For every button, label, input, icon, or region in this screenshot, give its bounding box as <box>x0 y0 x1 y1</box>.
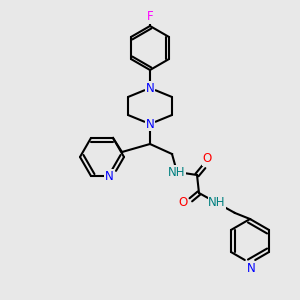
Text: NH: NH <box>208 196 226 209</box>
Text: N: N <box>146 118 154 130</box>
Text: F: F <box>147 11 153 23</box>
Text: N: N <box>105 169 113 183</box>
Text: N: N <box>247 262 255 275</box>
Text: N: N <box>146 82 154 94</box>
Text: NH: NH <box>168 166 186 178</box>
Text: O: O <box>178 196 188 209</box>
Text: O: O <box>202 152 211 166</box>
